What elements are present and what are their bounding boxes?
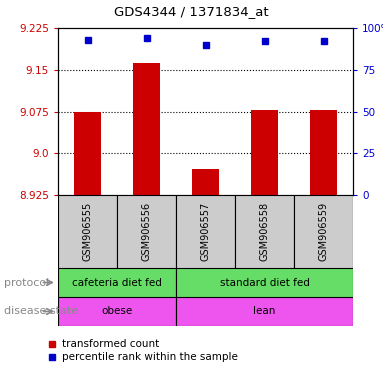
Text: disease state: disease state: [4, 306, 78, 316]
Bar: [58, 268, 176, 297]
Text: GSM906555: GSM906555: [82, 202, 93, 261]
Bar: [176, 268, 353, 297]
Bar: [176, 297, 353, 326]
Text: obese: obese: [101, 306, 133, 316]
Bar: [133, 63, 160, 195]
Bar: [74, 111, 101, 195]
Bar: [235, 195, 294, 268]
Text: GSM906556: GSM906556: [141, 202, 152, 261]
Text: GSM906558: GSM906558: [260, 202, 270, 261]
Bar: [310, 110, 337, 195]
Legend: transformed count, percentile rank within the sample: transformed count, percentile rank withi…: [44, 335, 242, 367]
Bar: [58, 297, 176, 326]
Bar: [251, 110, 278, 195]
Bar: [294, 195, 353, 268]
Bar: [58, 195, 117, 268]
Text: protocol: protocol: [4, 278, 49, 288]
Bar: [192, 169, 219, 195]
Text: lean: lean: [253, 306, 276, 316]
Text: standard diet fed: standard diet fed: [219, 278, 309, 288]
Text: cafeteria diet fed: cafeteria diet fed: [72, 278, 162, 288]
Bar: [117, 195, 176, 268]
Text: GSM906557: GSM906557: [200, 202, 211, 261]
Text: GDS4344 / 1371834_at: GDS4344 / 1371834_at: [114, 5, 269, 18]
Text: GSM906559: GSM906559: [319, 202, 329, 261]
Bar: [176, 195, 235, 268]
